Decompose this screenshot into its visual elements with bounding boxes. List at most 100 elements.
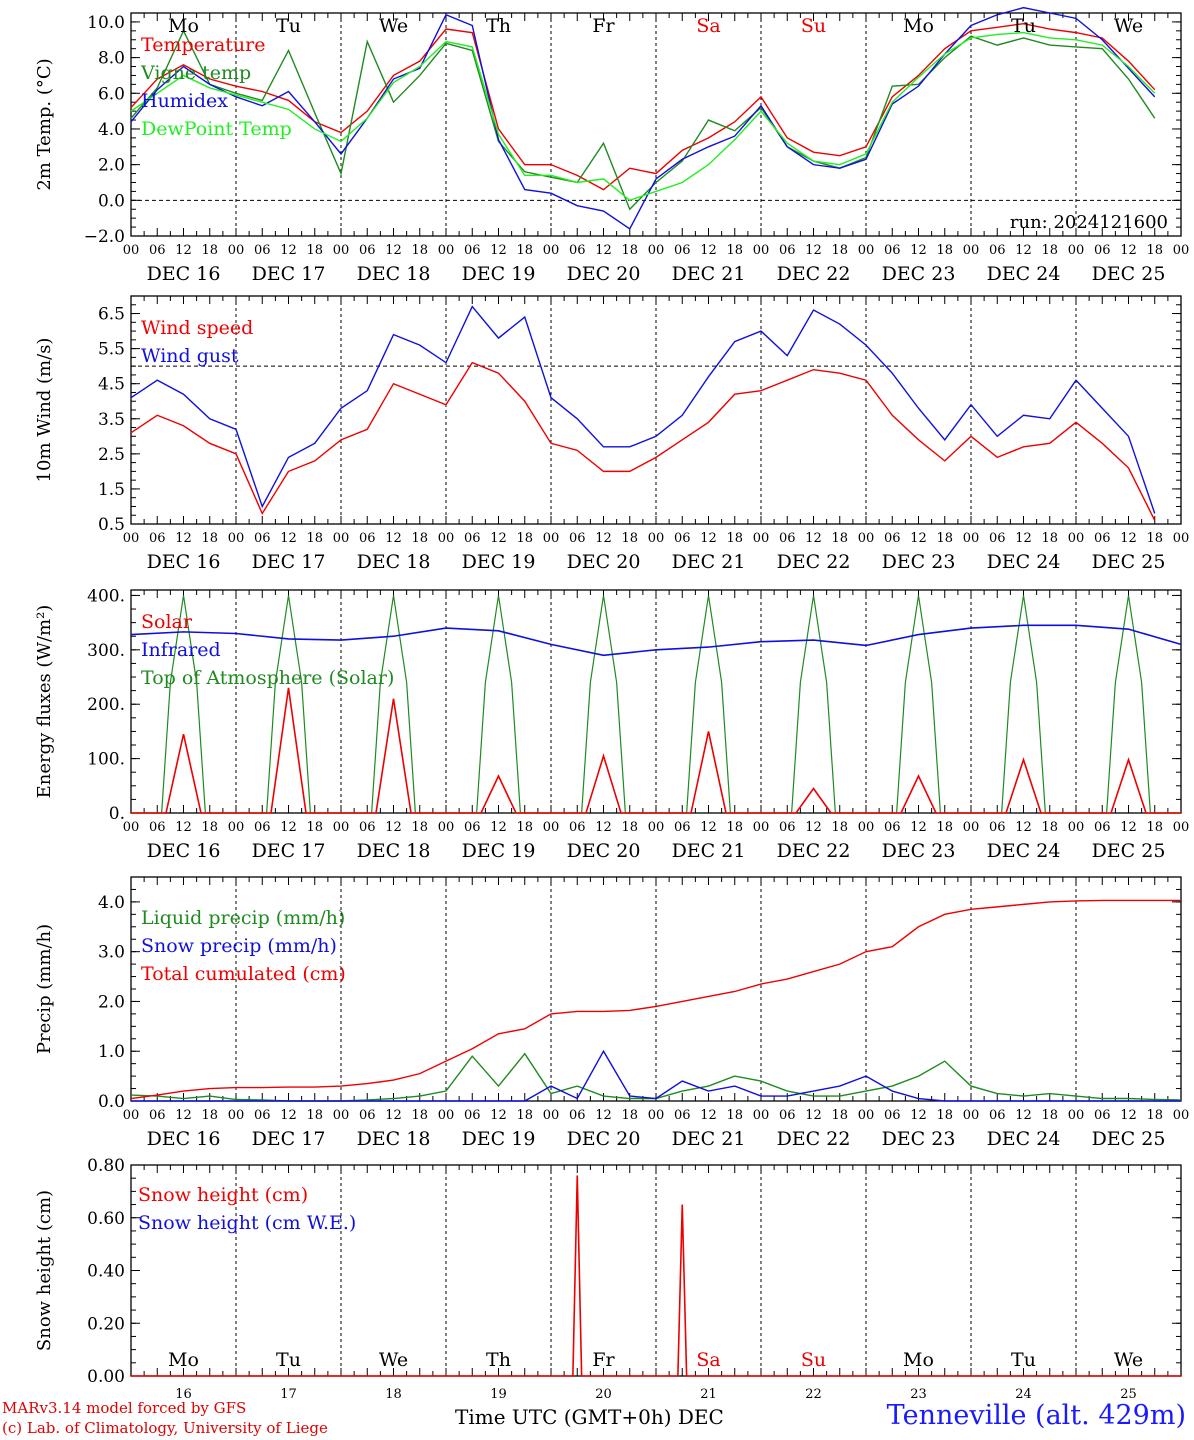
- weekday-label: Sa: [696, 15, 720, 37]
- y-tick-label: 2.0: [98, 992, 125, 1012]
- hour-tick-label: 00: [1173, 243, 1190, 258]
- hour-tick-label: 00: [123, 243, 140, 258]
- hour-tick-label: 12: [1015, 820, 1032, 835]
- hour-tick-label: 00: [753, 1108, 770, 1123]
- hour-tick-label: 18: [936, 820, 953, 835]
- hour-tick-label: 00: [963, 1108, 980, 1123]
- legend-entry: Top of Atmosphere (Solar): [141, 667, 394, 689]
- date-label: DEC 17: [252, 840, 326, 862]
- series-line-solar: [1076, 757, 1181, 814]
- y-tick-label: 0.80: [87, 1156, 125, 1176]
- legend-entry: Total cumulated (cm): [141, 963, 346, 985]
- hour-tick-label: 00: [333, 1108, 350, 1123]
- date-label: DEC 21: [672, 840, 746, 862]
- series-line-solar: [131, 733, 236, 814]
- hour-tick-label: 06: [1094, 243, 1111, 258]
- day-number-label: 23: [910, 1387, 927, 1402]
- hour-tick-label: 18: [726, 243, 743, 258]
- series-line-toa-solar: [551, 595, 656, 814]
- date-label: DEC 19: [462, 263, 536, 285]
- hour-tick-label: 12: [280, 1108, 297, 1123]
- hour-tick-label: 18: [306, 531, 323, 546]
- date-label: DEC 18: [357, 840, 431, 862]
- hour-tick-label: 12: [1120, 820, 1137, 835]
- hour-tick-label: 12: [385, 531, 402, 546]
- hour-tick-label: 12: [385, 820, 402, 835]
- date-label: DEC 16: [147, 1128, 221, 1150]
- y-axis-label: Precip (mm/h): [34, 924, 55, 1054]
- y-axis-label: 10m Wind (m/s): [34, 338, 55, 483]
- hour-tick-label: 18: [411, 531, 428, 546]
- weekday-label-bottom: We: [379, 1349, 408, 1371]
- hour-tick-label: 06: [989, 531, 1006, 546]
- hour-tick-label: 12: [490, 243, 507, 258]
- date-label: DEC 22: [777, 840, 851, 862]
- hour-tick-label: 12: [1120, 531, 1137, 546]
- hour-tick-label: 18: [831, 531, 848, 546]
- y-tick-label: 4.0: [98, 893, 125, 913]
- y-axis-label: Snow height (cm): [34, 1190, 55, 1351]
- date-label: DEC 23: [882, 551, 956, 573]
- series-line-3: [130, 899, 1181, 1100]
- day-number-label: 21: [700, 1387, 717, 1402]
- weekday-label: Su: [801, 15, 826, 37]
- hour-tick-label: 06: [884, 1108, 901, 1123]
- hour-tick-label: 06: [989, 1108, 1006, 1123]
- series-line-1: [130, 361, 1156, 521]
- x-axis-title: Time UTC (GMT+0h) DEC: [455, 1405, 724, 1429]
- hour-tick-label: 12: [700, 243, 717, 258]
- weekday-label-bottom: Tu: [1011, 1349, 1036, 1371]
- date-label: DEC 16: [147, 551, 221, 573]
- series-line-toa-solar: [656, 595, 761, 814]
- y-tick-label: 400.: [87, 586, 125, 606]
- hour-tick-label: 18: [936, 243, 953, 258]
- hour-tick-label: 12: [1120, 1108, 1137, 1123]
- hour-tick-label: 12: [910, 531, 927, 546]
- weekday-label-bottom: We: [1114, 1349, 1143, 1371]
- y-tick-label: 0.: [109, 804, 125, 824]
- hour-tick-label: 00: [1068, 820, 1085, 835]
- hour-tick-label: 12: [595, 531, 612, 546]
- hour-tick-label: 06: [674, 1108, 691, 1123]
- date-label: DEC 23: [882, 1128, 956, 1150]
- hour-tick-label: 00: [123, 531, 140, 546]
- date-label: DEC 23: [882, 840, 956, 862]
- legend-entry: Temperature: [141, 34, 265, 56]
- hour-tick-label: 06: [674, 243, 691, 258]
- date-label: DEC 19: [462, 840, 536, 862]
- legend-entry: Wind speed: [141, 317, 253, 339]
- hour-tick-label: 00: [438, 531, 455, 546]
- hour-tick-label: 06: [779, 531, 796, 546]
- y-tick-label: 0.20: [87, 1314, 125, 1334]
- hour-tick-label: 18: [1041, 531, 1058, 546]
- y-tick-label: 6.0: [98, 84, 125, 104]
- y-tick-label: 0.60: [87, 1209, 125, 1229]
- lab-credit: (c) Lab. of Climatology, University of L…: [2, 1419, 328, 1437]
- hour-tick-label: 12: [280, 243, 297, 258]
- hour-tick-label: 18: [201, 243, 218, 258]
- hour-tick-label: 12: [910, 243, 927, 258]
- panel-1: [130, 6, 1182, 237]
- hour-tick-label: 06: [884, 243, 901, 258]
- hour-tick-label: 12: [175, 1108, 192, 1123]
- hour-tick-label: 00: [333, 243, 350, 258]
- hour-tick-label: 06: [464, 820, 481, 835]
- hour-tick-label: 06: [464, 243, 481, 258]
- hour-tick-label: 18: [1146, 243, 1163, 258]
- hour-tick-label: 06: [569, 1108, 586, 1123]
- weekday-label: Mo: [903, 15, 934, 37]
- hour-tick-label: 00: [858, 820, 875, 835]
- hour-tick-label: 06: [989, 243, 1006, 258]
- hour-tick-label: 18: [306, 820, 323, 835]
- date-label: DEC 20: [567, 551, 641, 573]
- hour-tick-label: 00: [123, 820, 140, 835]
- weekday-label: We: [379, 15, 408, 37]
- hour-tick-label: 00: [543, 820, 560, 835]
- hour-tick-label: 00: [1173, 820, 1190, 835]
- hour-tick-label: 18: [1146, 531, 1163, 546]
- hour-tick-label: 12: [490, 1108, 507, 1123]
- hour-tick-label: 12: [280, 531, 297, 546]
- series-line-2: [131, 1049, 1181, 1102]
- series-line-toa-solar: [446, 595, 551, 814]
